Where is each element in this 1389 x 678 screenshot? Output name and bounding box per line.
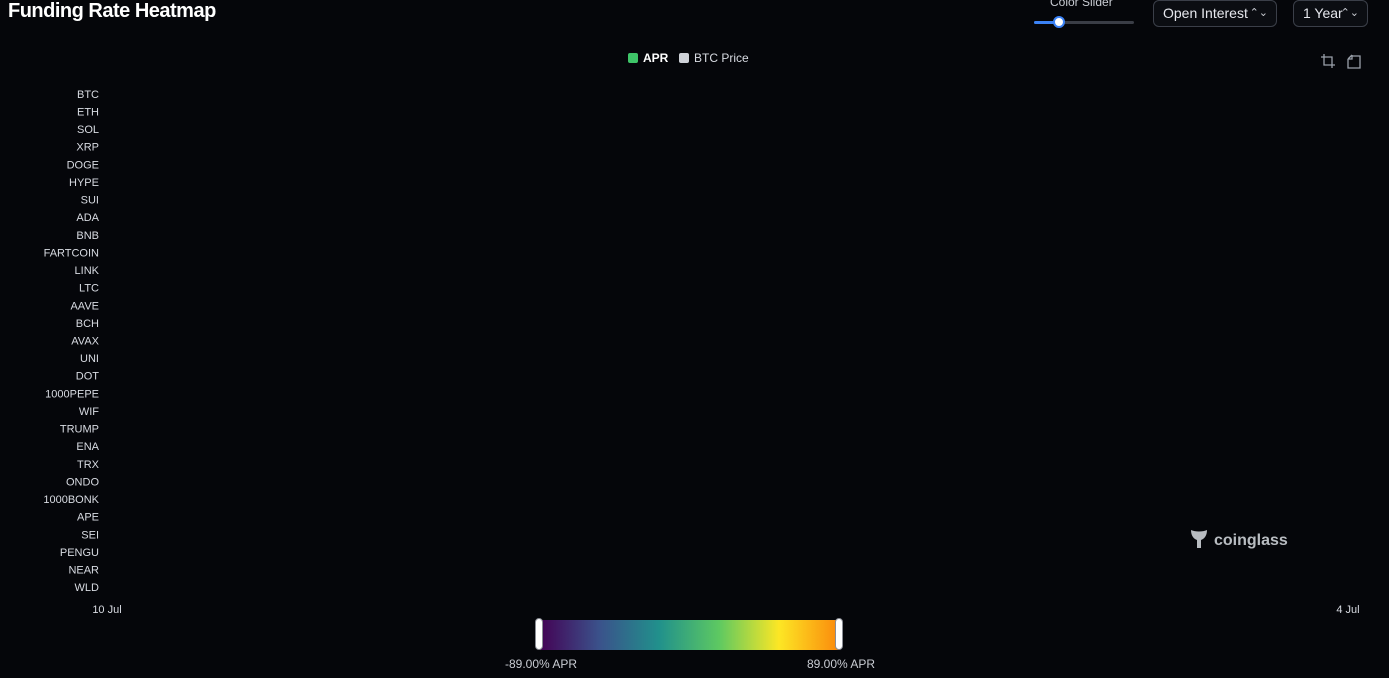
color-slider-thumb[interactable] <box>1053 16 1065 28</box>
row-labels: BTC ETH SOL XRP DOGE HYPE SUI ADA BNB FARTCOIN LIN… <box>43 89 99 594</box>
row-label-wld: WLD <box>75 582 100 594</box>
row-label-sol: SOL <box>77 124 99 136</box>
page-title: Funding Rate Heatmap <box>8 0 216 22</box>
legend-item-apr[interactable]: APR <box>628 51 668 65</box>
coinglass-watermark: coinglass <box>1188 527 1288 553</box>
color-slider-track[interactable] <box>1034 21 1134 24</box>
row-label-ondo: ONDO <box>66 476 99 488</box>
row-label-eth: ETH <box>77 106 99 118</box>
crop-icon[interactable] <box>1320 53 1336 69</box>
chevron-updown-icon: ⌃⌄ <box>1340 7 1359 19</box>
range-select[interactable]: 1 Year ⌃⌄ <box>1293 0 1368 27</box>
chevron-updown-icon: ⌃⌄ <box>1249 7 1268 19</box>
row-label-dot: DOT <box>76 371 100 383</box>
row-label-ltc: LTC <box>79 283 99 295</box>
x-axis-ticks: 10 Jul25 Jul8 Aug22 Aug6 Sep20 Sep4 Oct1… <box>92 604 1359 616</box>
color-scale-max-handle[interactable] <box>835 618 843 650</box>
row-label-xrp: XRP <box>76 142 99 154</box>
color-slider-fill <box>1034 21 1059 24</box>
color-scale-max-label: 89.00% APR <box>807 657 876 671</box>
color-scale-bar <box>539 620 839 650</box>
range-select-value: 1 Year <box>1303 5 1343 21</box>
row-label-sui: SUI <box>81 195 99 207</box>
row-label-fartcoin: FARTCOIN <box>44 247 99 259</box>
row-label-aave: AAVE <box>70 300 99 312</box>
row-label-trump: TRUMP <box>60 424 99 436</box>
row-label-hype: HYPE <box>69 177 99 189</box>
row-label-trx: TRX <box>77 459 100 471</box>
metric-select-value: Open Interest <box>1163 5 1248 21</box>
row-label-uni: UNI <box>80 353 99 365</box>
row-label-pengu: PENGU <box>60 547 99 559</box>
row-label-sei: SEI <box>81 529 99 541</box>
color-scale-min-handle[interactable] <box>535 618 543 650</box>
row-label-1000bonk: 1000BONK <box>43 494 99 506</box>
legend-item-btc-price[interactable]: BTC Price <box>679 51 749 65</box>
color-scale-min-label: -89.00% APR <box>505 657 578 671</box>
coinglass-logo-icon <box>1191 530 1207 548</box>
row-label-doge: DOGE <box>67 159 99 171</box>
row-label-ape: APE <box>77 512 99 524</box>
row-label-ada: ADA <box>76 212 99 224</box>
x-tick-label: 10 Jul <box>92 604 121 616</box>
color-slider-label: Color Slider <box>1050 0 1113 9</box>
watermark-text: coinglass <box>1214 532 1288 549</box>
row-label-btc: BTC <box>77 89 99 101</box>
row-label-bnb: BNB <box>76 230 99 242</box>
x-tick-label: 4 Jul <box>1336 604 1359 616</box>
restore-icon[interactable] <box>1346 53 1362 69</box>
color-slider[interactable]: Color Slider <box>1034 0 1134 29</box>
legend-swatch-apr <box>628 53 638 63</box>
legend-swatch-btc-price <box>679 53 689 63</box>
legend-label-apr: APR <box>643 51 669 65</box>
row-label-near: NEAR <box>68 565 99 577</box>
row-label-bch: BCH <box>76 318 99 330</box>
chart-legend: APR BTC Price <box>0 51 1389 65</box>
legend-label-btc-price: BTC Price <box>694 51 749 65</box>
row-label-avax: AVAX <box>71 335 99 347</box>
row-label-wif: WIF <box>79 406 99 418</box>
row-label-link: LINK <box>75 265 100 277</box>
metric-select[interactable]: Open Interest ⌃⌄ <box>1153 0 1277 27</box>
row-label-ena: ENA <box>76 441 99 453</box>
row-label-1000pepe: 1000PEPE <box>45 388 99 400</box>
